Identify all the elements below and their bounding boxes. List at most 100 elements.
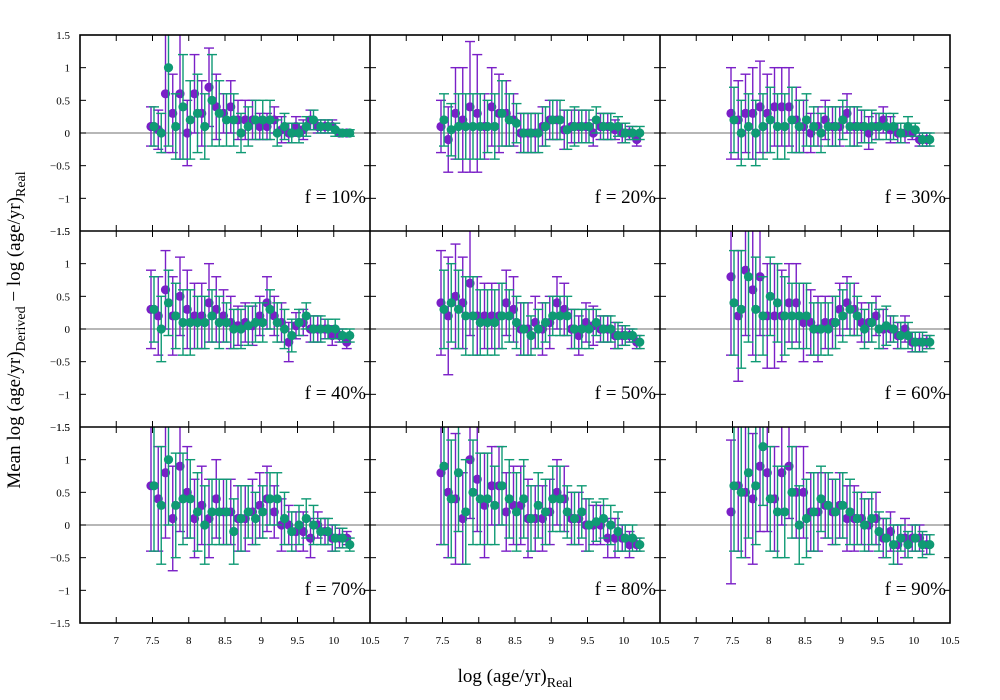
y-tick-label: 0.5 xyxy=(56,487,70,499)
data-point xyxy=(765,291,775,301)
data-point xyxy=(345,540,355,550)
data-point xyxy=(221,115,232,125)
panel-label: f = 10% xyxy=(305,187,367,208)
data-point xyxy=(337,533,348,543)
data-point xyxy=(772,121,783,132)
data-point xyxy=(446,125,456,135)
data-point xyxy=(453,468,464,478)
data-point xyxy=(743,468,754,478)
data-point xyxy=(540,317,551,328)
data-point xyxy=(852,311,862,321)
data-point xyxy=(758,121,768,132)
data-point xyxy=(635,128,645,138)
data-point xyxy=(925,337,935,347)
data-point xyxy=(511,317,522,328)
data-point xyxy=(294,520,304,530)
x-tick-label: 7 xyxy=(404,635,410,647)
series-1 xyxy=(436,231,642,376)
panel-label: f = 70% xyxy=(305,579,367,600)
data-point xyxy=(606,324,616,334)
data-point xyxy=(189,89,200,99)
data-point xyxy=(845,121,855,132)
data-point xyxy=(917,540,928,550)
data-point xyxy=(439,115,449,125)
data-point xyxy=(838,500,848,510)
data-point xyxy=(569,513,580,524)
data-point xyxy=(809,121,819,132)
panel-5: f = 50% xyxy=(370,230,661,428)
data-point xyxy=(830,121,841,132)
series-2 xyxy=(149,35,355,160)
panel-3: f = 30% xyxy=(660,34,951,232)
data-point xyxy=(519,494,529,504)
data-point xyxy=(490,500,500,510)
y-tick-label: −1.5 xyxy=(50,422,70,434)
data-point xyxy=(279,324,290,334)
data-point xyxy=(751,304,761,314)
data-point xyxy=(475,317,485,328)
data-point xyxy=(548,494,558,504)
data-point xyxy=(867,513,877,524)
data-point xyxy=(323,121,333,132)
data-point xyxy=(859,324,870,334)
panel-label: f = 20% xyxy=(595,187,657,208)
panel-label: f = 50% xyxy=(595,383,657,404)
x-tick-label: 9 xyxy=(549,635,555,647)
x-tick-label: 8.5 xyxy=(798,635,812,647)
data-point xyxy=(265,115,275,125)
data-point xyxy=(809,324,819,334)
data-point xyxy=(178,317,188,328)
data-point xyxy=(168,108,178,118)
y-tick-label: 0.5 xyxy=(56,95,70,107)
data-point xyxy=(555,311,565,321)
data-point xyxy=(272,128,282,138)
panel-label: f = 60% xyxy=(885,383,947,404)
data-point xyxy=(211,494,221,504)
data-point xyxy=(446,494,456,504)
data-point xyxy=(337,330,348,341)
data-point xyxy=(171,121,181,132)
panel-7: 1.510.50−0.5−1−1.57 7.5 8 8.5 9 9.5 10 10.5f = … xyxy=(50,422,380,647)
data-point xyxy=(160,468,171,478)
data-point xyxy=(910,125,920,135)
data-point xyxy=(163,63,174,73)
data-point xyxy=(577,121,587,132)
data-point xyxy=(859,520,870,530)
data-point xyxy=(308,115,319,125)
data-point xyxy=(562,507,572,517)
data-point xyxy=(461,507,471,517)
data-point xyxy=(229,526,239,537)
data-point xyxy=(446,298,456,308)
data-point xyxy=(635,337,645,347)
data-point xyxy=(185,317,195,328)
data-point xyxy=(823,324,833,334)
data-point xyxy=(468,311,478,321)
y-axis-title: Mean log (age/yr)Derived − log (age/yr)R… xyxy=(4,171,29,488)
data-point xyxy=(787,311,797,321)
data-point xyxy=(294,128,304,138)
data-point xyxy=(584,121,594,132)
data-point xyxy=(751,128,761,138)
data-point xyxy=(613,526,623,537)
data-point xyxy=(584,324,594,334)
panel-1: 1.5 1 0.5 0 −0.5 −1 −1.5 f = 10% xyxy=(50,30,371,238)
data-point xyxy=(903,121,913,132)
data-point xyxy=(236,324,246,334)
data-point xyxy=(497,108,507,118)
data-point xyxy=(577,507,587,517)
data-point xyxy=(439,461,449,471)
data-point xyxy=(204,298,214,308)
data-point xyxy=(780,311,790,321)
data-point xyxy=(627,330,638,341)
data-point xyxy=(577,324,587,334)
data-point xyxy=(301,311,311,321)
data-point xyxy=(200,317,210,328)
data-point xyxy=(620,533,630,543)
data-point xyxy=(221,317,232,328)
data-point xyxy=(787,487,797,497)
outer-frame xyxy=(79,34,951,624)
data-point xyxy=(758,311,768,321)
x-tick-label: 9.5 xyxy=(871,635,885,647)
data-point xyxy=(221,507,232,517)
data-point xyxy=(838,311,848,321)
